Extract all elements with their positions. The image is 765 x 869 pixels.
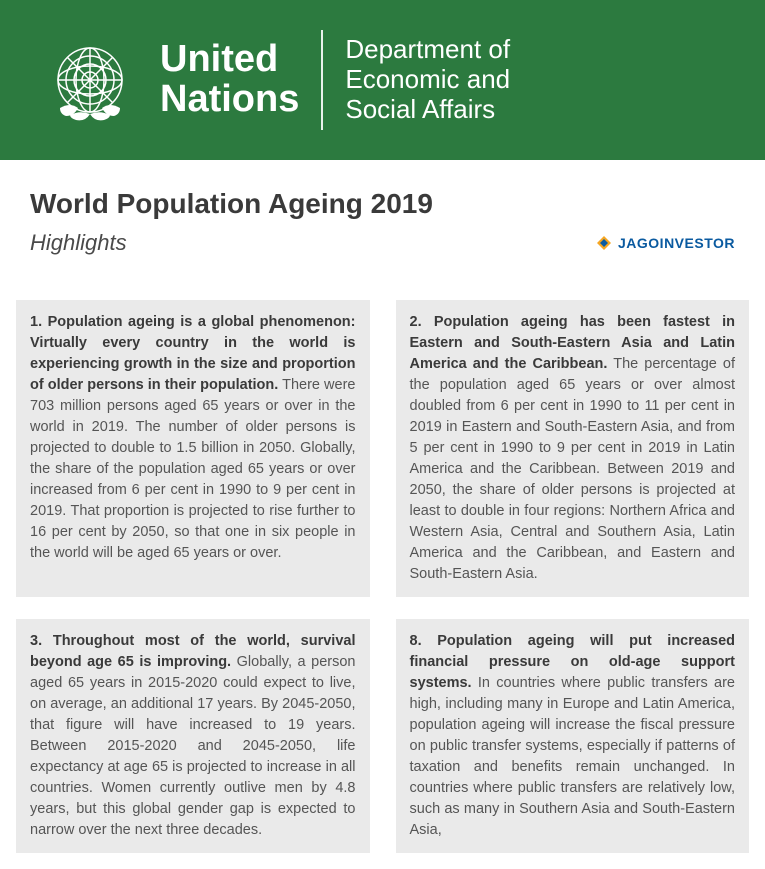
org-line-2: Nations (160, 80, 299, 120)
card-number: 8. (410, 633, 422, 649)
attribution: JAGOINVESTOR (596, 235, 735, 251)
banner-text: United Nations Department of Economic an… (160, 30, 510, 130)
banner-divider (321, 30, 323, 130)
dept-line-1: Department of (345, 35, 510, 65)
dept-line-2: Economic and (345, 65, 510, 95)
dept-name: Department of Economic and Social Affair… (323, 35, 510, 125)
highlight-cards-grid: 1. Population ageing is a global phenome… (0, 266, 765, 853)
attribution-logo-icon (596, 235, 612, 251)
card-body: The percentage of the population aged 65… (410, 356, 736, 582)
card-body: Globally, a person aged 65 years in 2015… (30, 654, 356, 838)
card-body: There were 703 million persons aged 65 y… (30, 377, 356, 561)
card-number: 1. (30, 314, 42, 330)
un-emblem-icon (40, 30, 140, 130)
page-title: World Population Ageing 2019 (30, 188, 735, 220)
highlight-card: 8. Population ageing will put increased … (396, 619, 750, 853)
title-block: World Population Ageing 2019 Highlights … (0, 160, 765, 266)
card-number: 2. (410, 314, 422, 330)
highlight-card: 3. Throughout most of the world, surviva… (16, 619, 370, 853)
dept-line-3: Social Affairs (345, 95, 510, 125)
org-line-1: United (160, 40, 299, 80)
highlight-card: 1. Population ageing is a global phenome… (16, 300, 370, 597)
subtitle-row: Highlights JAGOINVESTOR (30, 230, 735, 256)
subtitle: Highlights (30, 230, 127, 256)
header-banner: United Nations Department of Economic an… (0, 0, 765, 160)
card-body: In countries where public transfers are … (410, 675, 736, 838)
org-name: United Nations (160, 40, 321, 120)
card-number: 3. (30, 633, 42, 649)
highlight-card: 2. Population ageing has been fastest in… (396, 300, 750, 597)
attribution-text: JAGOINVESTOR (618, 235, 735, 251)
